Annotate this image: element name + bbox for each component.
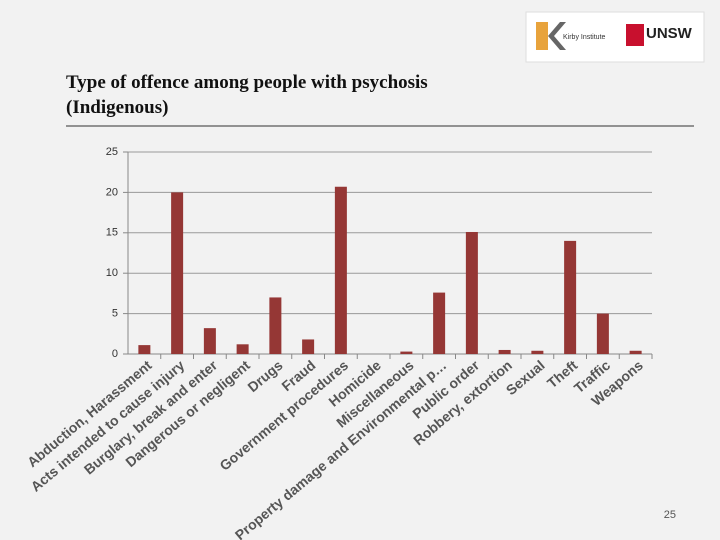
- logo-box: [525, 11, 705, 63]
- kirby-logo: Kirby Institute: [563, 34, 606, 41]
- y-tick-label: 25: [106, 146, 118, 158]
- bar: [302, 339, 315, 354]
- x-tick-label: Burglary, break and enter: [81, 357, 221, 478]
- y-tick-label: 10: [106, 267, 118, 279]
- bar: [596, 313, 609, 354]
- bar: [171, 192, 184, 354]
- y-tick-label: 15: [106, 227, 118, 239]
- bar: [203, 328, 216, 354]
- bar: [531, 350, 544, 354]
- kirby-icon: [536, 22, 548, 50]
- chart-title: Type of offence among people with psycho…: [66, 72, 428, 118]
- bar: [564, 240, 577, 354]
- bar: [465, 231, 478, 354]
- page-number: 25: [664, 509, 676, 521]
- bar: [138, 345, 151, 354]
- bar: [498, 349, 511, 354]
- bar: [334, 186, 347, 354]
- unsw-logo: UNSW: [646, 25, 693, 42]
- bar: [269, 297, 282, 354]
- y-tick-label: 5: [112, 308, 118, 320]
- bar: [400, 351, 413, 354]
- y-tick-label: 0: [112, 348, 118, 360]
- bar: [433, 292, 446, 354]
- kirby-icon-k: [548, 22, 566, 50]
- bar: [629, 350, 642, 354]
- y-tick-label: 20: [106, 186, 118, 198]
- bar: [236, 344, 249, 354]
- unsw-crest: [626, 24, 644, 46]
- x-tick-label: Drugs: [244, 357, 285, 395]
